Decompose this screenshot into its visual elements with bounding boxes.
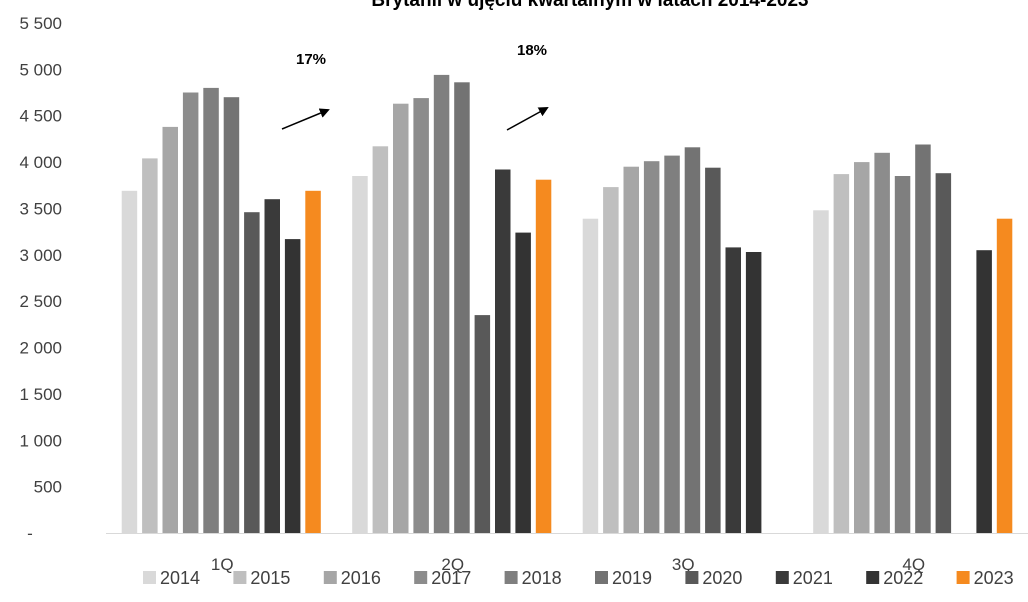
bar-3Q-2014 (582, 218, 599, 533)
bar-1Q-2019 (223, 97, 240, 533)
bar-2Q-2020 (474, 315, 491, 533)
bar-2Q-2023 (535, 179, 552, 533)
bar-4Q-2020 (935, 173, 952, 533)
bar-3Q-2018 (664, 155, 680, 533)
bar-4Q-2015 (833, 174, 850, 533)
y-tick-label: 4 000 (19, 153, 62, 172)
bar-4Q-2019 (915, 144, 931, 533)
bar-4Q-2017 (874, 152, 890, 534)
y-tick-label: 2 500 (19, 292, 62, 311)
y-tick-label: 1 000 (19, 431, 62, 450)
bar-3Q-2021 (725, 247, 741, 533)
bar-1Q-2016 (162, 126, 178, 534)
x-tick-label: 1Q (211, 555, 234, 574)
bar-1Q-2022 (284, 239, 301, 533)
x-tick-label: 3Q (672, 555, 695, 574)
bars (121, 74, 1013, 534)
bar-2Q-2021 (495, 169, 511, 533)
bar-1Q-2017 (182, 92, 199, 533)
bar-4Q-2016 (854, 162, 870, 533)
arrow-icon (281, 108, 330, 130)
bar-3Q-2017 (643, 161, 660, 533)
legend-label: 2016 (341, 568, 381, 588)
x-axis: 1Q 2Q 3Q 4Q (106, 533, 1028, 574)
bar-4Q-2018 (894, 176, 911, 533)
y-tick-label: 4 500 (19, 107, 62, 126)
y-tick-label: 500 (34, 478, 62, 497)
y-axis: - 500 1 000 1 500 2 000 2 500 3 000 3 500 4 000 4… (19, 14, 62, 543)
bar-4Q-2022 (976, 250, 992, 533)
legend-label: 2023 (974, 568, 1014, 588)
bar-2Q-2014 (352, 176, 368, 533)
legend-label: 2020 (702, 568, 742, 588)
bar-2Q-2016 (393, 103, 409, 533)
annotation-label: 18% (517, 42, 547, 59)
legend-swatch (323, 571, 337, 584)
bar-1Q-2015 (142, 158, 158, 533)
legend-label: 2017 (431, 568, 471, 588)
bar-1Q-2021 (264, 199, 280, 533)
bar-3Q-2019 (684, 147, 701, 534)
legend-swatch (685, 571, 699, 584)
chart-title: Brytanii w ujęciu kwartalnym w latach 20… (371, 0, 808, 11)
legend-swatch (504, 571, 518, 584)
y-tick-label: - (27, 524, 33, 543)
legend-label: 2018 (522, 568, 562, 588)
legend-label: 2022 (883, 568, 923, 588)
legend-swatch (595, 571, 608, 584)
bar-2Q-2017 (413, 98, 429, 533)
bar-1Q-2020 (244, 212, 260, 533)
bar-2Q-2018 (433, 74, 450, 534)
y-tick-label: 5 000 (19, 60, 62, 79)
bar-3Q-2016 (623, 166, 639, 533)
arrow-icon (506, 107, 549, 131)
bar-2Q-2015 (372, 146, 389, 534)
legend-swatch (866, 571, 880, 584)
y-tick-label: 3 500 (19, 199, 62, 218)
y-tick-label: 3 000 (19, 246, 62, 265)
bar-1Q-2014 (121, 190, 138, 534)
bar-1Q-2023 (305, 190, 321, 534)
bar-3Q-2020 (705, 167, 721, 533)
legend-swatch (775, 571, 789, 584)
bar-3Q-2015 (603, 187, 619, 533)
x-tick-label: 4Q (902, 555, 925, 574)
y-tick-label: 1 500 (19, 385, 62, 404)
legend-swatch (956, 571, 970, 584)
annotation-label: 17% (296, 51, 326, 68)
legend-label: 2015 (250, 568, 290, 588)
bar-2Q-2019 (454, 82, 470, 534)
legend-swatch (233, 571, 247, 584)
y-tick-label: 5 500 (19, 14, 62, 33)
legend-swatch (143, 571, 156, 584)
bar-4Q-2014 (813, 210, 829, 534)
legend-label: 2021 (793, 568, 833, 588)
legend-label: 2019 (612, 568, 652, 588)
legend-label: 2014 (160, 568, 200, 588)
annotations: 17% 18% (281, 42, 549, 131)
bar-2Q-2022 (515, 232, 531, 533)
bar-3Q-2022 (745, 252, 762, 533)
bar-1Q-2018 (203, 87, 219, 534)
legend: 2014 2015 2016 2017 2018 2019 2020 2021 2022 2023 (143, 568, 1014, 588)
bar-4Q-2023 (996, 218, 1013, 533)
y-tick-label: 2 000 (19, 339, 62, 358)
legend-swatch (414, 571, 428, 584)
x-tick-label: 2Q (441, 555, 464, 574)
